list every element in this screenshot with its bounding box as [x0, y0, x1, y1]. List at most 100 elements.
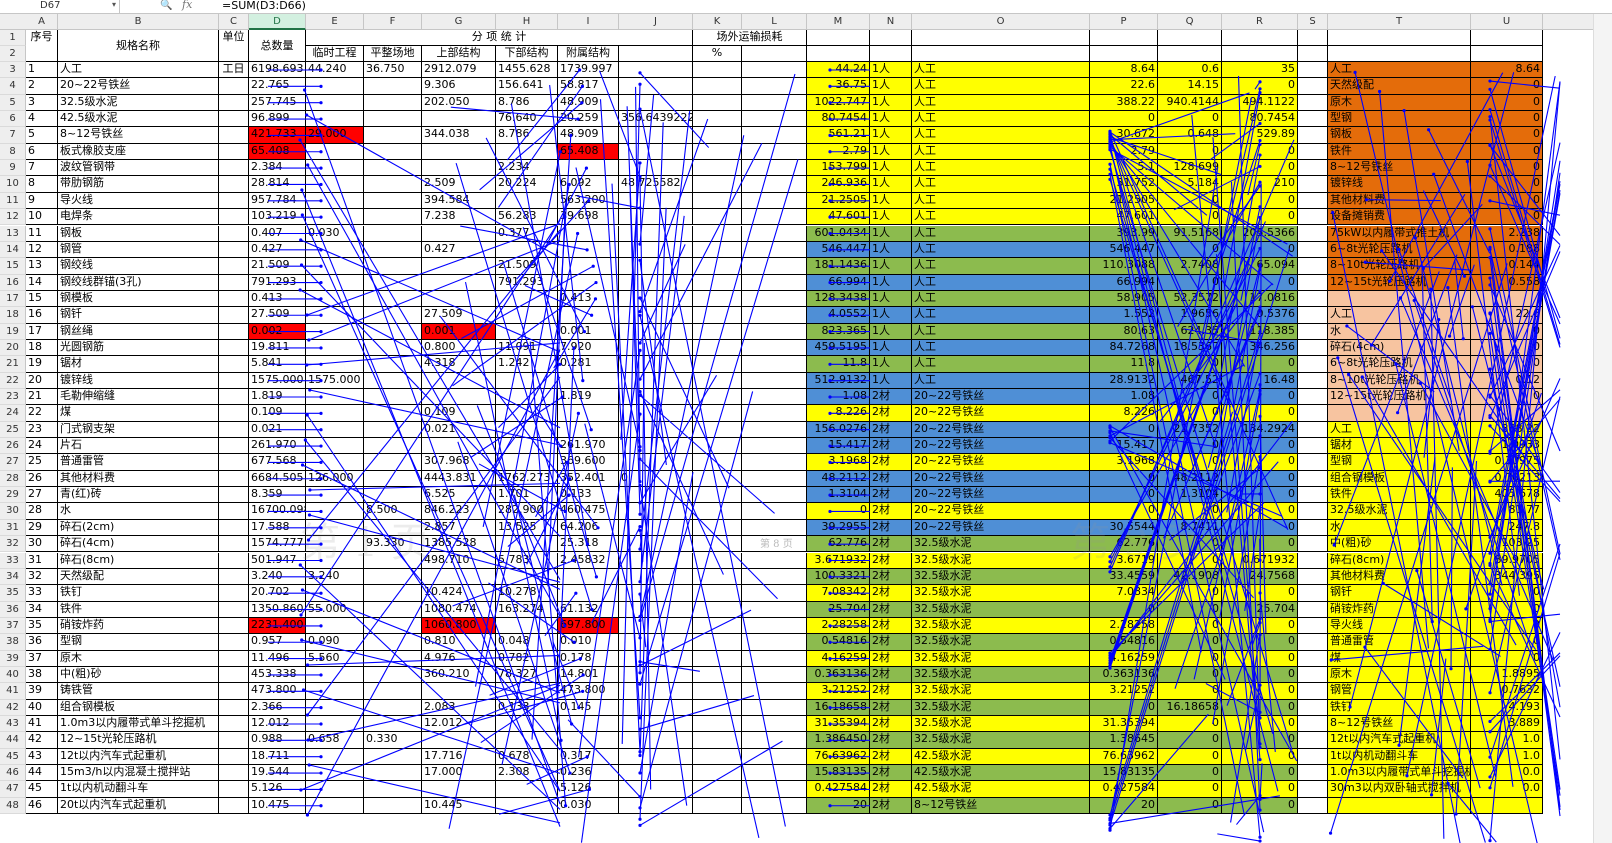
cell-r38-g[interactable]: 0.810 [422, 634, 496, 651]
cell-r21-m[interactable]: 11.8 [807, 356, 870, 373]
header-upper[interactable]: 上部结构 [422, 46, 496, 62]
cell-r16-k[interactable] [693, 274, 742, 291]
cell-r8-n[interactable]: 1人 [870, 143, 912, 161]
cell-r23-m[interactable]: 1.08 [807, 389, 870, 406]
cell-r23-n[interactable]: 2材 [870, 389, 912, 406]
cell-r19-f[interactable] [364, 323, 422, 340]
cell-r13-i[interactable] [558, 225, 619, 242]
row-header-6[interactable]: 6 [0, 111, 26, 128]
cell-r21-d[interactable]: 5.841 [249, 356, 306, 373]
header-blank-19[interactable] [1328, 30, 1471, 46]
cell-r34-p[interactable]: 33.4559 [1090, 568, 1158, 586]
cell-r42-n[interactable]: 2材 [870, 699, 912, 716]
cell-r29-b[interactable]: 青(红)砖 [58, 487, 219, 504]
cell-r4-n[interactable]: 1人 [870, 78, 912, 95]
cell-r17-g[interactable] [422, 290, 496, 308]
row-header-25[interactable]: 25 [0, 421, 26, 439]
cell-r19-r[interactable]: 118.385 [1222, 323, 1298, 340]
cell-r27-g[interactable]: 307.968 [422, 454, 496, 471]
column-header-j[interactable]: J [619, 14, 693, 30]
header-attach[interactable]: 附属结构 [558, 46, 619, 62]
cell-r26-s[interactable] [1298, 438, 1328, 455]
row-header-15[interactable]: 15 [0, 258, 26, 275]
cell-r24-h[interactable] [496, 405, 558, 422]
cell-r5-e[interactable] [306, 94, 364, 112]
cell-r34-n[interactable]: 2材 [870, 568, 912, 586]
cell-r14-n[interactable]: 1人 [870, 241, 912, 259]
cell-r45-l[interactable] [742, 748, 807, 766]
cell-r8-f[interactable] [364, 143, 422, 161]
cell-r35-q[interactable]: 0 [1158, 585, 1222, 602]
cell-r31-k[interactable] [693, 519, 742, 537]
cell-r37-l[interactable] [742, 617, 807, 635]
cell-r10-t[interactable]: 镀锌线 [1328, 176, 1471, 193]
cell-r27-j[interactable] [619, 454, 693, 471]
cell-r26-d[interactable]: 261.970 [249, 438, 306, 455]
cell-r41-b[interactable]: 铸铁管 [58, 683, 219, 700]
cell-r25-r[interactable]: 134.2924 [1222, 421, 1298, 439]
cell-r5-j[interactable] [619, 94, 693, 112]
cell-r40-u[interactable]: 1.8895 [1471, 666, 1543, 684]
row-header-10[interactable]: 10 [0, 176, 26, 193]
cell-r23-g[interactable] [422, 389, 496, 406]
cell-r29-r[interactable]: 0 [1222, 487, 1298, 504]
cell-r41-p[interactable]: 3.21252 [1090, 683, 1158, 700]
cell-r24-q[interactable]: 0 [1158, 405, 1222, 422]
cell-r29-s[interactable] [1298, 487, 1328, 504]
column-header-s[interactable]: S [1298, 14, 1328, 30]
cell-r31-j[interactable] [619, 519, 693, 537]
cell-r44-g[interactable] [422, 732, 496, 749]
cell-r3-g[interactable]: 2912.079 [422, 62, 496, 79]
cell-r14-k[interactable] [693, 241, 742, 259]
cell-r20-s[interactable] [1298, 339, 1328, 357]
cell-r25-t[interactable]: 人工 [1328, 421, 1471, 439]
column-header-d[interactable]: D [249, 14, 306, 30]
cell-r22-p[interactable]: 28.9132 [1090, 372, 1158, 389]
header-blank2-18[interactable] [1298, 46, 1328, 62]
cell-r6-k[interactable] [693, 111, 742, 128]
cell-r44-e[interactable]: 0.658 [306, 732, 364, 749]
cell-r14-l[interactable] [742, 241, 807, 259]
cell-r6-s[interactable] [1298, 111, 1328, 128]
cell-r21-o[interactable]: 人工 [912, 356, 1090, 373]
header-name[interactable]: 规格名称 [58, 30, 219, 62]
cell-r24-a[interactable]: 22 [26, 405, 58, 422]
cell-r41-n[interactable]: 2材 [870, 683, 912, 700]
cell-r11-k[interactable] [693, 192, 742, 210]
cell-r27-n[interactable]: 2材 [870, 454, 912, 471]
row-header-48[interactable]: 48 [0, 797, 26, 815]
cell-r41-o[interactable]: 32.5级水泥 [912, 683, 1090, 700]
header-blank2-14[interactable] [912, 46, 1090, 62]
cell-r10-m[interactable]: 246.936 [807, 176, 870, 193]
cell-r40-f[interactable] [364, 666, 422, 684]
cell-r30-t[interactable]: 32.5级水泥 [1328, 503, 1471, 520]
cell-r34-c[interactable] [219, 568, 249, 586]
row-header-26[interactable]: 26 [0, 438, 26, 455]
cell-r44-q[interactable]: 0 [1158, 732, 1222, 749]
cell-r41-s[interactable] [1298, 683, 1328, 700]
cell-r4-m[interactable]: 36.75 [807, 78, 870, 95]
column-header-b[interactable]: B [58, 14, 219, 30]
cell-r42-f[interactable] [364, 699, 422, 716]
cell-r7-j[interactable] [619, 127, 693, 144]
cell-r7-b[interactable]: 8~12号铁丝 [58, 127, 219, 144]
cell-r29-t[interactable]: 铁件 [1328, 487, 1471, 504]
cell-r45-n[interactable]: 2材 [870, 748, 912, 766]
cell-r42-e[interactable] [306, 699, 364, 716]
cell-r19-n[interactable]: 1人 [870, 323, 912, 340]
row-header-27[interactable]: 27 [0, 454, 26, 471]
cell-r11-j[interactable] [619, 192, 693, 210]
cell-r32-t[interactable]: 中(粗)砂 [1328, 536, 1471, 553]
header-blank-13[interactable] [870, 30, 912, 46]
cell-r12-d[interactable]: 103.219 [249, 209, 306, 226]
cell-r33-d[interactable]: 501.947 [249, 552, 306, 569]
cell-r29-d[interactable]: 8.359 [249, 487, 306, 504]
row-header-4[interactable]: 4 [0, 78, 26, 95]
cell-r48-u[interactable] [1471, 797, 1543, 815]
cell-r23-e[interactable] [306, 389, 364, 406]
cell-r11-p[interactable]: 21.2505 [1090, 192, 1158, 210]
header-group[interactable]: 分 项 统 计 [306, 30, 693, 46]
cell-r25-p[interactable]: 0 [1090, 421, 1158, 439]
row-header-3[interactable]: 3 [0, 62, 26, 79]
cell-r25-c[interactable] [219, 421, 249, 439]
